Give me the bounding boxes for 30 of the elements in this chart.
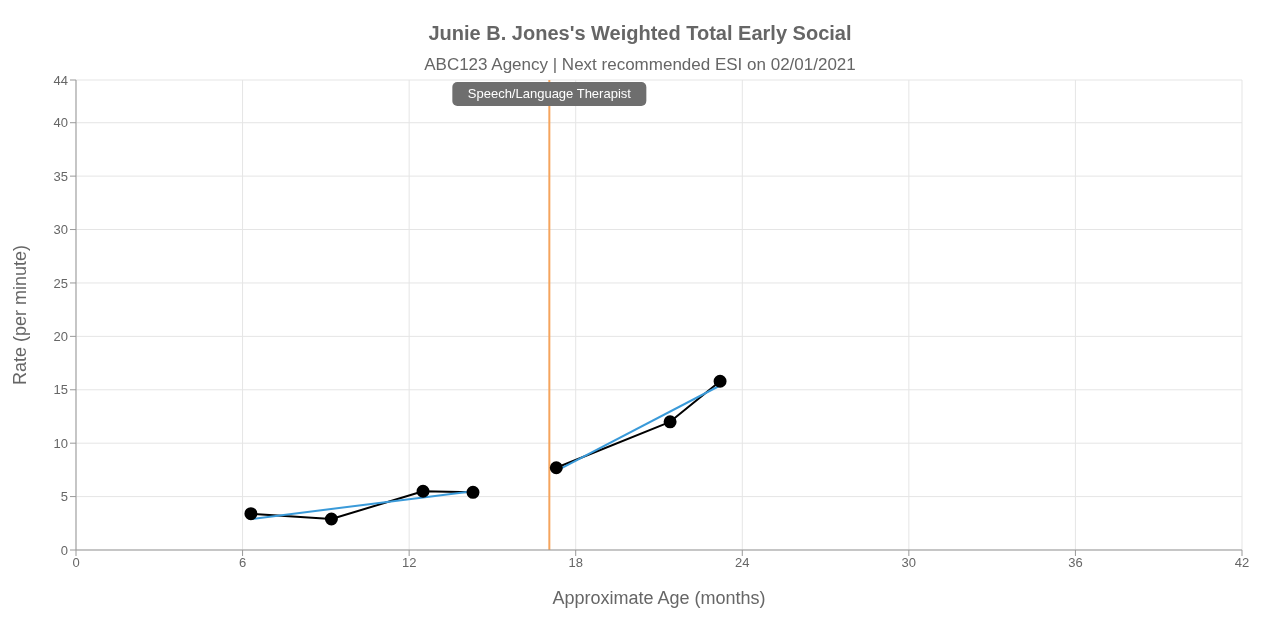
x-tick-label: 36 (1068, 555, 1083, 571)
x-tick-label: 42 (1234, 555, 1250, 571)
x-axis-title: Approximate Age (months) (552, 588, 766, 608)
y-tick-label: 10 (53, 435, 68, 451)
y-tick-label: 0 (60, 542, 68, 558)
point (416, 484, 430, 498)
y-tick-label: 15 (53, 382, 68, 398)
y-tick-label: 30 (53, 222, 68, 238)
y-tick-label: 40 (53, 115, 68, 131)
x-tick-label: 30 (901, 555, 917, 571)
x-tick-label: 0 (72, 555, 80, 571)
y-tick-label: 5 (60, 489, 68, 505)
x-tick-label: 12 (401, 555, 417, 571)
point (663, 415, 677, 429)
x-tick-label: 18 (568, 555, 583, 571)
y-tick-label: 35 (53, 168, 68, 184)
y-tick-label: 20 (53, 328, 68, 344)
x-tick-label: 24 (735, 555, 750, 571)
chart-title: Junie B. Jones's Weighted Total Early Social (427, 22, 853, 45)
point (324, 512, 338, 526)
y-tick-label: 44 (53, 72, 68, 88)
y-tick-label: 25 (53, 275, 68, 291)
ref-line-label: Speech/Language Therapist (467, 86, 632, 101)
chart-subtitle: ABC123 Agency | Next recommended ESI on 02/01/2021 (424, 55, 856, 74)
y-axis-title: Rate (per minute) (10, 244, 31, 386)
point (713, 374, 727, 388)
point (466, 485, 480, 499)
point (549, 461, 563, 475)
x-tick-label: 6 (238, 555, 247, 571)
point (244, 507, 258, 521)
